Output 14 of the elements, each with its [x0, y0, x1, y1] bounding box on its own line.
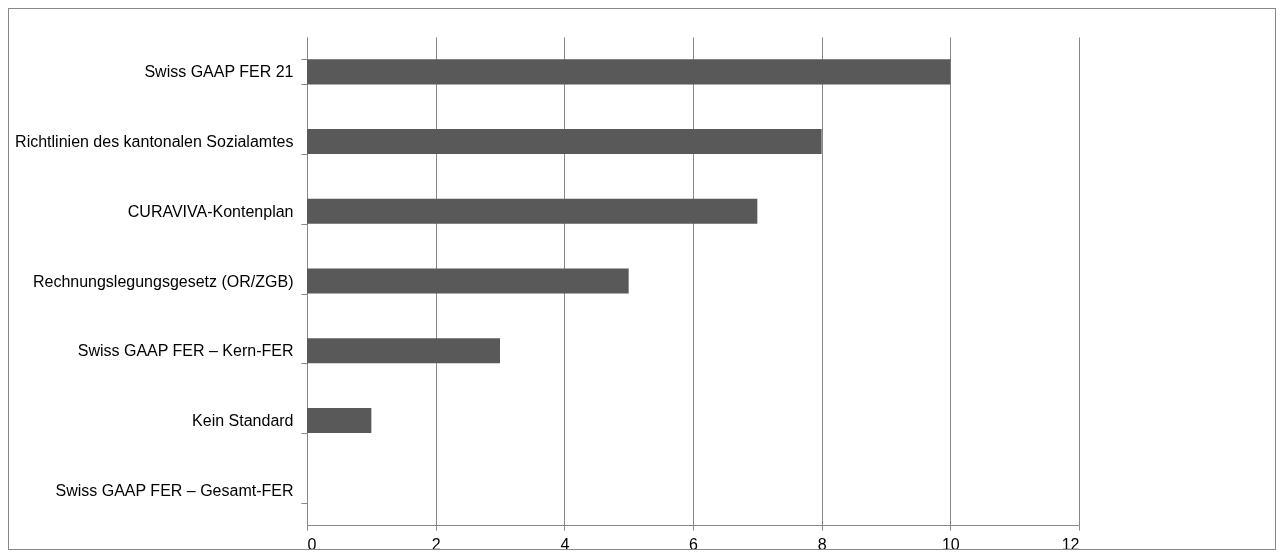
- x-tick-label: 8: [817, 535, 827, 553]
- y-tick-label: Swiss GAAP FER – Kern-FER: [77, 342, 294, 360]
- y-tick-label: Richtlinien des kantonalen Sozialamtes: [15, 133, 294, 151]
- y-tick-label: Swiss GAAP FER – Gesamt-FER: [55, 481, 294, 499]
- x-tick-label: 10: [941, 535, 960, 553]
- x-tick-label: 0: [307, 535, 317, 553]
- x-tick-label: 6: [689, 535, 699, 553]
- y-tick-label: Kein Standard: [192, 411, 294, 429]
- x-tick-label: 2: [431, 535, 441, 553]
- y-tick-label: Swiss GAAP FER 21: [144, 63, 294, 81]
- y-tick-label: CURAVIVA-Kontenplan: [127, 202, 294, 220]
- x-tick-label: 12: [1061, 535, 1080, 553]
- x-tick-label: 4: [560, 535, 570, 553]
- y-tick-label: Rechnungslegungsgesetz (OR/ZGB): [32, 272, 294, 290]
